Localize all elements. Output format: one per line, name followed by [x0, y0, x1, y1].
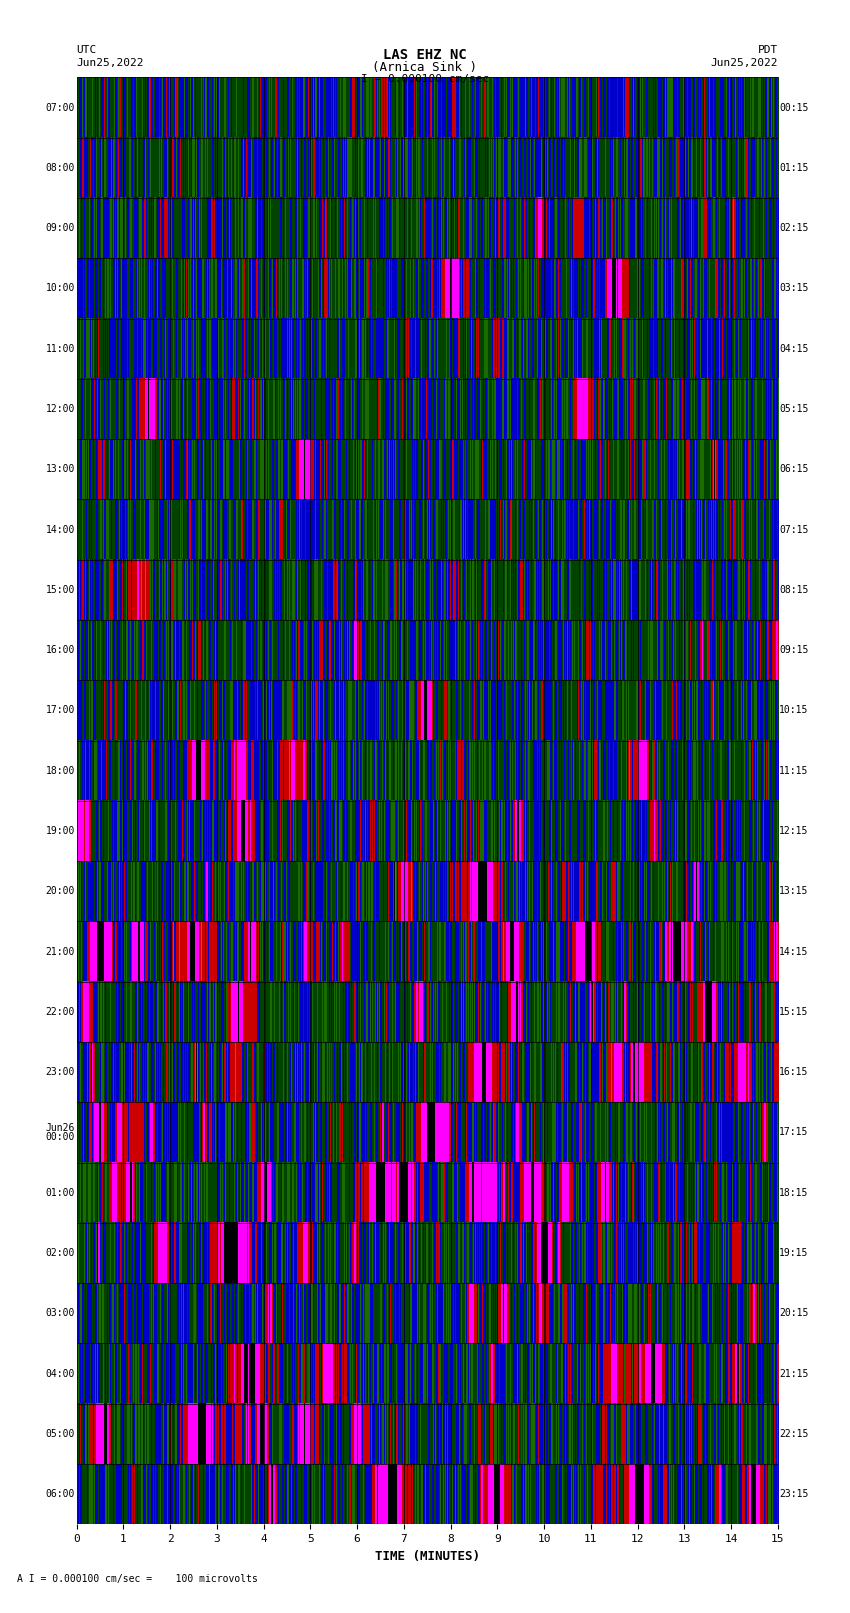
Text: 15:00: 15:00: [46, 586, 75, 595]
Text: PDT: PDT: [757, 45, 778, 55]
Text: A I = 0.000100 cm/sec =    100 microvolts: A I = 0.000100 cm/sec = 100 microvolts: [17, 1574, 258, 1584]
Text: 20:15: 20:15: [779, 1308, 808, 1318]
Text: 04:00: 04:00: [46, 1368, 75, 1379]
Text: 07:00: 07:00: [46, 103, 75, 113]
Text: 00:15: 00:15: [779, 103, 808, 113]
Text: 08:00: 08:00: [46, 163, 75, 173]
Text: (Arnica Sink ): (Arnica Sink ): [372, 61, 478, 74]
Text: 11:15: 11:15: [779, 766, 808, 776]
Text: 03:00: 03:00: [46, 1308, 75, 1318]
Text: 09:15: 09:15: [779, 645, 808, 655]
Text: 16:15: 16:15: [779, 1068, 808, 1077]
Text: 21:00: 21:00: [46, 947, 75, 957]
Text: 04:15: 04:15: [779, 344, 808, 353]
Text: 10:15: 10:15: [779, 705, 808, 716]
Text: 14:00: 14:00: [46, 524, 75, 534]
Text: 02:00: 02:00: [46, 1248, 75, 1258]
Text: 23:15: 23:15: [779, 1489, 808, 1498]
Text: 02:15: 02:15: [779, 223, 808, 234]
Text: 13:15: 13:15: [779, 886, 808, 897]
Text: 18:00: 18:00: [46, 766, 75, 776]
Text: 06:00: 06:00: [46, 1489, 75, 1498]
Text: LAS EHZ NC: LAS EHZ NC: [383, 48, 467, 63]
Text: 22:15: 22:15: [779, 1429, 808, 1439]
Text: 03:15: 03:15: [779, 284, 808, 294]
Text: 21:15: 21:15: [779, 1368, 808, 1379]
Text: 22:00: 22:00: [46, 1007, 75, 1016]
Text: 17:00: 17:00: [46, 705, 75, 716]
Text: I = 0.000100 cm/sec: I = 0.000100 cm/sec: [361, 74, 489, 84]
Text: 10:00: 10:00: [46, 284, 75, 294]
Text: 19:15: 19:15: [779, 1248, 808, 1258]
Text: 01:00: 01:00: [46, 1187, 75, 1198]
Text: 07:15: 07:15: [779, 524, 808, 534]
Text: Jun25,2022: Jun25,2022: [711, 58, 778, 68]
Text: Jun26
00:00: Jun26 00:00: [46, 1123, 75, 1142]
Text: 06:15: 06:15: [779, 465, 808, 474]
Text: 16:00: 16:00: [46, 645, 75, 655]
Text: UTC: UTC: [76, 45, 97, 55]
Text: 12:15: 12:15: [779, 826, 808, 836]
Text: 05:00: 05:00: [46, 1429, 75, 1439]
Text: 20:00: 20:00: [46, 886, 75, 897]
Text: Jun25,2022: Jun25,2022: [76, 58, 144, 68]
Text: 18:15: 18:15: [779, 1187, 808, 1198]
X-axis label: TIME (MINUTES): TIME (MINUTES): [375, 1550, 479, 1563]
Text: 11:00: 11:00: [46, 344, 75, 353]
Text: 01:15: 01:15: [779, 163, 808, 173]
Text: 09:00: 09:00: [46, 223, 75, 234]
Text: 12:00: 12:00: [46, 403, 75, 415]
Text: 14:15: 14:15: [779, 947, 808, 957]
Text: 17:15: 17:15: [779, 1127, 808, 1137]
Text: 19:00: 19:00: [46, 826, 75, 836]
Text: 23:00: 23:00: [46, 1068, 75, 1077]
Text: 05:15: 05:15: [779, 403, 808, 415]
Text: 15:15: 15:15: [779, 1007, 808, 1016]
Text: 13:00: 13:00: [46, 465, 75, 474]
Text: 08:15: 08:15: [779, 586, 808, 595]
